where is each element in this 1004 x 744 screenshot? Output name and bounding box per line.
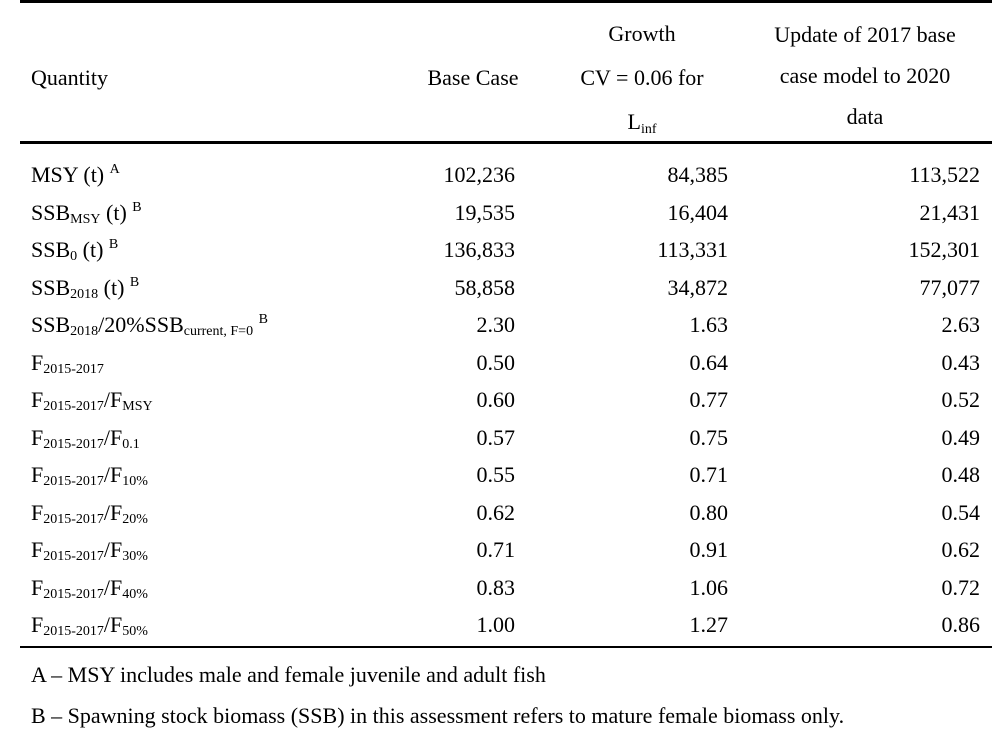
table-row: F2015-2017/F40% 0.83 1.06 0.72 (20, 569, 992, 607)
base-case-value: 0.62 (476, 499, 516, 525)
header-base-case: Base Case (427, 65, 519, 90)
base-case-value: 19,535 (454, 199, 516, 225)
base-case-value: 1.00 (476, 612, 516, 637)
footnote-a: A – MSY includes male and female juvenil… (31, 662, 546, 687)
growth-value: 1.27 (689, 612, 729, 637)
table-row: SSBMSY (t) B 19,535 16,404 21,431 (20, 194, 992, 232)
growth-value: 0.64 (689, 349, 729, 375)
row-label: F2015-2017/F10% (31, 462, 148, 489)
row-label: F2015-2017/F50% (31, 612, 148, 639)
base-case-value: 102,236 (443, 162, 516, 187)
table-row: F2015-2017 0.50 0.64 0.43 (20, 344, 992, 382)
table-body: MSY (t) A 102,236 84,385 113,522 SSBMSY (t) … (20, 156, 992, 644)
base-case-value: 136,833 (443, 237, 516, 262)
row-label: F2015-2017/FMSY (31, 387, 153, 414)
update-value: 0.43 (941, 349, 981, 375)
growth-value: 113,331 (657, 237, 728, 262)
update-value: 0.62 (941, 537, 981, 562)
row-label: F2015-2017/F20% (31, 499, 148, 527)
base-case-value: 0.50 (476, 349, 516, 375)
base-case-value: 0.55 (476, 462, 516, 487)
update-value: 0.72 (941, 574, 981, 600)
update-value: 152,301 (908, 237, 981, 262)
row-label: SSBMSY (t) B (31, 199, 142, 227)
table-row: F2015-2017/FMSY 0.60 0.77 0.52 (20, 381, 992, 419)
update-value: 0.52 (941, 387, 981, 412)
footnote-b: B – Spawning stock biomass (SSB) in this… (31, 703, 845, 728)
header-growth: Growth CV = 0.06 for Linf (580, 21, 704, 137)
row-label: SSB0 (t) B (31, 237, 119, 264)
update-value: 77,077 (919, 274, 981, 300)
update-value: 2.63 (941, 312, 981, 337)
base-case-value: 0.83 (476, 574, 516, 600)
header-rule (20, 141, 992, 144)
growth-value: 0.71 (689, 462, 729, 487)
table-row: F2015-2017/F10% 0.55 0.71 0.48 (20, 456, 992, 494)
growth-value: 84,385 (667, 162, 729, 187)
table-row: MSY (t) A 102,236 84,385 113,522 (20, 156, 992, 194)
row-label: F2015-2017 (31, 349, 104, 377)
growth-value: 0.91 (689, 537, 729, 562)
growth-value: 16,404 (667, 199, 729, 225)
base-case-value: 58,858 (454, 274, 516, 300)
table-row: F2015-2017/F30% 0.71 0.91 0.62 (20, 531, 992, 569)
table-row: F2015-2017/F0.1 0.57 0.75 0.49 (20, 419, 992, 457)
row-label: F2015-2017/F40% (31, 574, 148, 602)
growth-value: 1.06 (689, 574, 729, 600)
table-bottom-rule (20, 646, 992, 648)
update-value: 113,522 (909, 162, 980, 187)
update-value: 0.48 (941, 462, 981, 487)
update-value: 21,431 (919, 199, 981, 225)
table-row: SSB2018 (t) B 58,858 34,872 77,077 (20, 269, 992, 307)
header-update-2017: Update of 2017 base case model to 2020 d… (774, 22, 956, 129)
base-case-value: 0.57 (476, 424, 516, 450)
update-value: 0.54 (941, 499, 981, 525)
table-row: F2015-2017/F20% 0.62 0.80 0.54 (20, 494, 992, 532)
table-row: SSB2018/20%SSBcurrent, F=0 B 2.30 1.63 2.63 (20, 306, 992, 344)
update-value: 0.86 (941, 612, 981, 637)
row-label: F2015-2017/F30% (31, 537, 148, 564)
growth-value: 0.77 (689, 387, 729, 412)
row-label: SSB2018 (t) B (31, 274, 140, 302)
base-case-value: 0.71 (476, 537, 516, 562)
base-case-value: 2.30 (476, 312, 516, 337)
table-top-rule (20, 0, 992, 3)
update-value: 0.49 (941, 424, 981, 450)
row-label: F2015-2017/F0.1 (31, 424, 140, 452)
header-quantity: Quantity (31, 65, 108, 90)
row-label: MSY (t) A (31, 162, 120, 187)
growth-value: 0.75 (689, 424, 729, 450)
growth-value: 34,872 (667, 274, 729, 300)
row-label: SSB2018/20%SSBcurrent, F=0 B (31, 312, 268, 339)
growth-value: 1.63 (689, 312, 729, 337)
base-case-value: 0.60 (476, 387, 516, 412)
growth-value: 0.80 (689, 499, 729, 525)
table-row: SSB0 (t) B 136,833 113,331 152,301 (20, 231, 992, 269)
table-row: F2015-2017/F50% 1.00 1.27 0.86 (20, 606, 992, 644)
